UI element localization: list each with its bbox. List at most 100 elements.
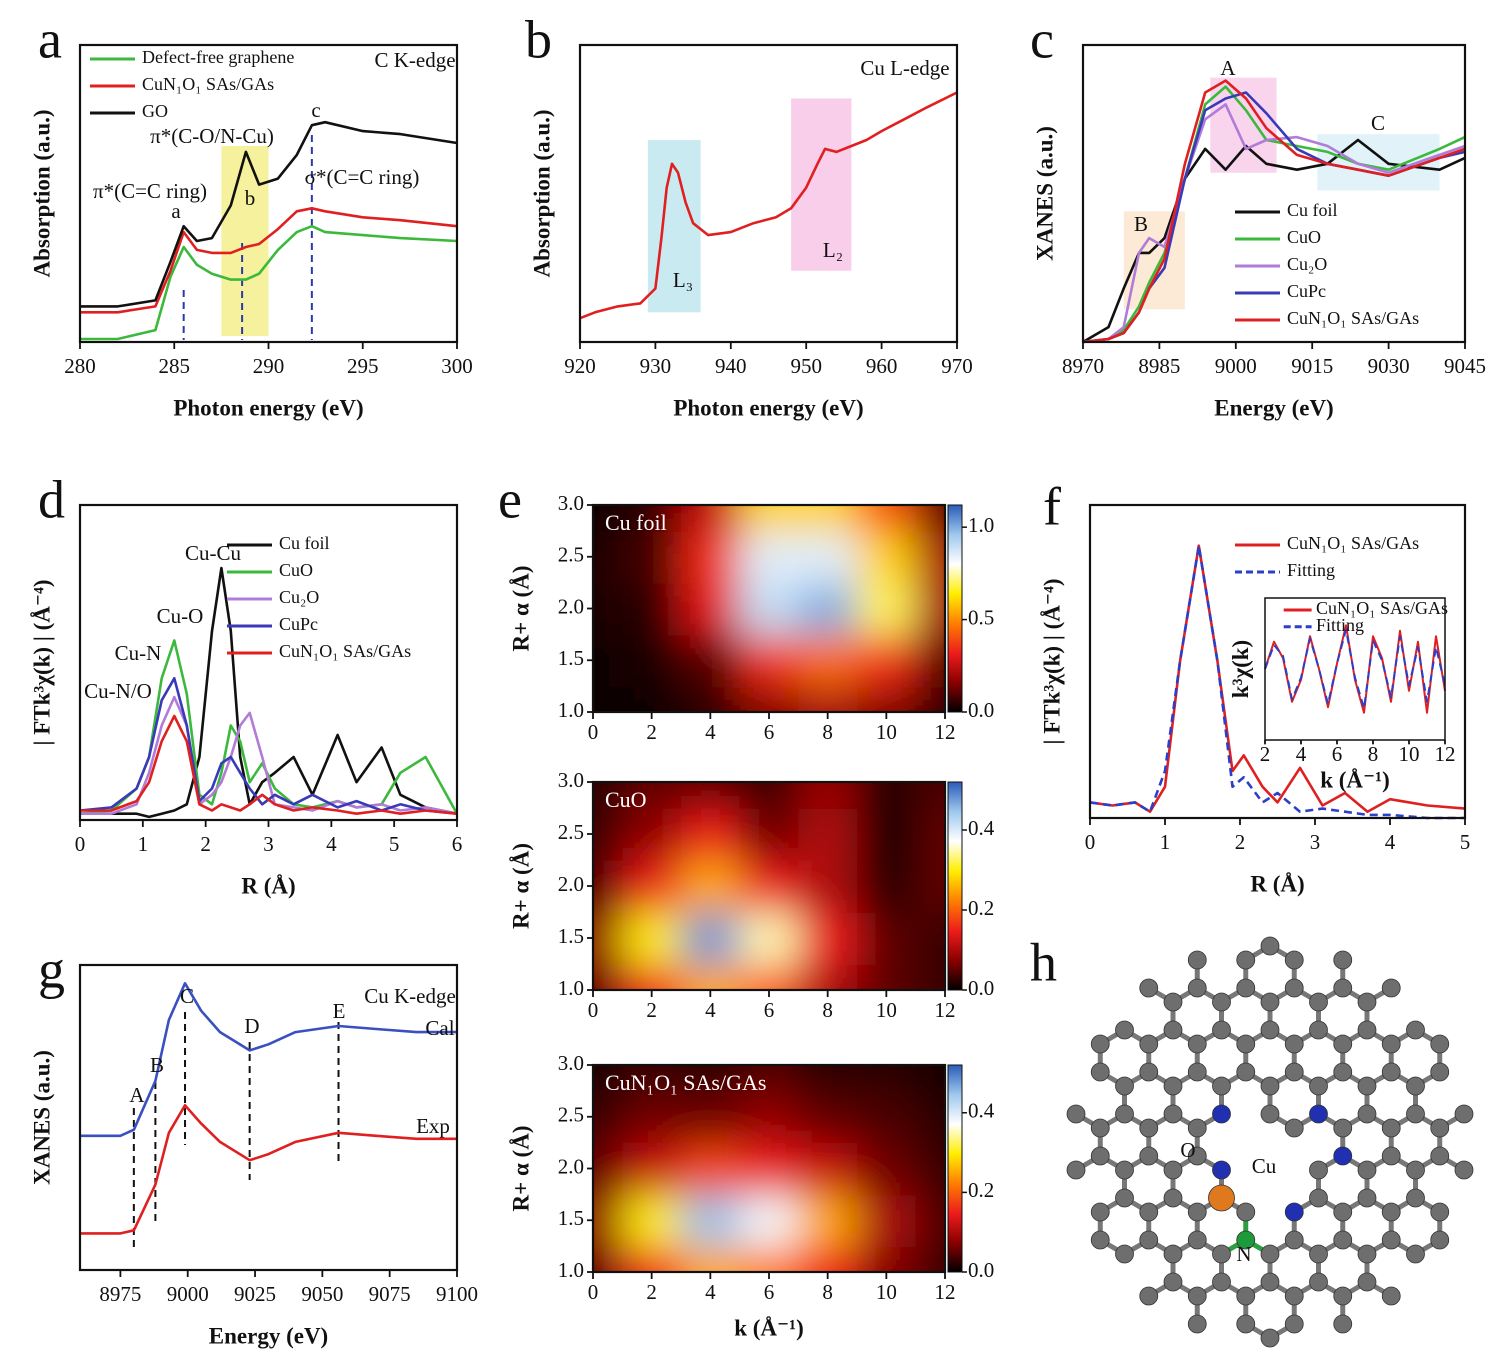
heatmap-cell	[622, 530, 682, 584]
panel-letter: g	[38, 939, 65, 999]
heatmap-cell	[681, 686, 741, 712]
annotation: b	[245, 186, 256, 210]
atom	[1163, 1244, 1183, 1264]
atom	[1090, 1118, 1110, 1138]
annotation: D	[244, 1014, 259, 1038]
atom	[1066, 1104, 1086, 1124]
atom	[1284, 1286, 1304, 1306]
heatmap-cell	[739, 1090, 800, 1144]
annotation: C K-edge	[374, 48, 455, 72]
legend-label: CuO	[279, 560, 313, 580]
atom	[1187, 978, 1207, 998]
annotation: Cu-N/O	[84, 679, 152, 703]
atom-label: N	[1236, 1242, 1251, 1266]
x-tick-label: 9000	[167, 1282, 209, 1306]
heatmap-cell	[622, 505, 682, 532]
atom	[1284, 1118, 1304, 1138]
plot-frame	[78, 963, 459, 1272]
heatmap-cell	[681, 1194, 741, 1248]
atom	[1115, 1076, 1134, 1096]
heatmap-cell	[681, 530, 741, 584]
legend-label: CuPc	[1287, 281, 1326, 301]
x-tick-label: 10	[876, 720, 897, 744]
x-tick-label: 10	[876, 1280, 897, 1304]
atom	[1115, 1104, 1134, 1124]
heatmap-cell	[739, 1142, 800, 1196]
atom	[1333, 1034, 1353, 1054]
annotation: σ*(C=C ring)	[305, 165, 420, 189]
atom	[1333, 1230, 1353, 1250]
data-line	[79, 677, 458, 815]
atom	[1260, 1328, 1280, 1348]
data-line	[1082, 103, 1466, 344]
heatmap-cell	[798, 1194, 858, 1248]
x-tick-label: 6	[1332, 742, 1343, 766]
atom	[1212, 1160, 1231, 1180]
atom	[1430, 1202, 1450, 1222]
atom	[1333, 978, 1353, 998]
heatmap-cell	[593, 964, 624, 990]
atom	[1115, 1020, 1134, 1040]
atom	[1236, 950, 1256, 970]
annotation: π*(C=C ring)	[93, 179, 207, 203]
heatmap-cell	[681, 1065, 741, 1092]
x-tick-label: 0	[75, 832, 86, 856]
atom	[1309, 992, 1328, 1012]
x-axis-label: k (Å⁻¹)	[734, 1315, 804, 1340]
heatmap-cell	[857, 634, 917, 688]
heatmap-cell	[915, 912, 945, 965]
x-tick-label: 2	[646, 998, 657, 1022]
x-tick-label: 960	[866, 354, 898, 378]
x-tick-label: 12	[1435, 742, 1456, 766]
x-tick-label: 8	[822, 720, 833, 744]
atom	[1187, 1062, 1207, 1082]
x-tick-label: 12	[935, 720, 956, 744]
x-tick-label: 2	[1235, 830, 1246, 854]
colorbar	[947, 781, 963, 991]
atom	[1381, 1202, 1401, 1222]
atom	[1357, 1076, 1377, 1096]
atom	[1187, 1146, 1207, 1166]
annotation: Cal	[425, 1016, 454, 1040]
atom	[1139, 1062, 1159, 1082]
atom	[1309, 1104, 1328, 1124]
heatmap-cell	[681, 505, 741, 532]
atom	[1260, 1272, 1280, 1292]
heatmap-cells	[593, 1065, 945, 1272]
heatmap-cell	[593, 1065, 624, 1092]
heatmap-cell	[915, 808, 945, 861]
heatmap-cell	[798, 964, 858, 990]
heatmap-cell	[622, 582, 682, 636]
annotation: π*(C-O/N-Cu)	[150, 124, 274, 148]
atom	[1406, 1020, 1425, 1040]
heatmap-cell	[857, 860, 917, 913]
atom	[1381, 1230, 1401, 1250]
heatmap-cell	[681, 1246, 741, 1272]
atom	[1187, 950, 1207, 970]
heatmap-cell	[915, 582, 945, 636]
y-tick-label: 2.0	[558, 1154, 584, 1178]
colorbar-tick-label: 0.2	[968, 1178, 994, 1202]
heatmap-cell	[857, 1194, 917, 1248]
atom	[1333, 1062, 1353, 1082]
heatmap-cell	[681, 808, 741, 861]
map-title: Cu foil	[605, 510, 667, 535]
x-tick-label: 0	[1085, 830, 1096, 854]
y-tick-label: 1.5	[558, 646, 584, 670]
legend-label: CuN₁O₁ SAs/GAs	[279, 641, 411, 661]
atom	[1406, 1104, 1425, 1124]
heatmap-cell	[798, 530, 858, 584]
heatmap-cell	[593, 912, 624, 965]
atom	[1309, 1076, 1328, 1096]
heatmap-cell	[739, 912, 800, 965]
data-line	[80, 982, 457, 1138]
annotation: Cu L-edge	[860, 56, 949, 80]
x-tick-label: 12	[935, 998, 956, 1022]
heatmap-cell	[857, 1065, 917, 1092]
heatmap-cell	[681, 782, 741, 809]
heatmap-cell	[681, 912, 741, 965]
heatmap-cell	[915, 1090, 945, 1144]
highlight-span	[791, 98, 852, 271]
panel-letter: c	[1030, 9, 1054, 69]
heatmap-cell	[857, 782, 917, 809]
